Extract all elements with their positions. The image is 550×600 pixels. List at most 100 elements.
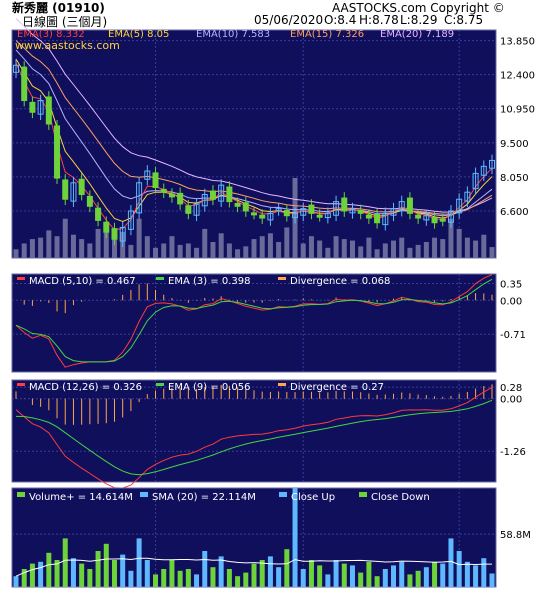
x-tick-label: 04 xyxy=(150,264,163,275)
price-volume-bar xyxy=(473,240,479,258)
price-volume-bar xyxy=(423,242,429,258)
volume-bar-down xyxy=(153,574,159,587)
volume-bar-down xyxy=(87,569,93,587)
price-volume-bar xyxy=(259,236,265,258)
price-volume-bar xyxy=(226,243,232,258)
legend-swatch xyxy=(156,277,164,280)
volume-bar-down xyxy=(243,572,249,587)
price-volume-bar xyxy=(62,218,68,258)
y-tick-label: 0.00 xyxy=(500,395,522,406)
candle-up xyxy=(423,215,430,221)
price-volume-bar xyxy=(276,242,282,258)
price-volume-bar xyxy=(153,247,159,258)
price-volume-bar xyxy=(128,244,134,258)
candle-up xyxy=(472,172,479,190)
volume-bar-up xyxy=(333,560,339,587)
volume-bar-down xyxy=(79,563,85,587)
y-tick-label: 13.850 xyxy=(500,37,535,48)
y-tick-label: 12.400 xyxy=(500,71,535,82)
volume-bar-down xyxy=(251,563,257,587)
volume-bar-up xyxy=(456,551,462,587)
volume-bar-down xyxy=(54,560,60,587)
candle-down xyxy=(185,205,192,214)
volume-bar-up xyxy=(218,556,224,587)
price-volume-bar xyxy=(349,240,355,258)
legend-item: Volume+ = 14.614M xyxy=(29,492,133,503)
volume-bar-down xyxy=(407,574,413,587)
candle-down xyxy=(168,193,175,198)
candle-down xyxy=(365,214,372,219)
price-volume-bar xyxy=(456,228,462,258)
price-volume-bar xyxy=(300,243,306,258)
candle-up xyxy=(275,208,282,212)
candle-down xyxy=(242,202,249,212)
price-volume-bar xyxy=(440,239,446,258)
volume-bar-up xyxy=(481,558,487,587)
volume-bar-up xyxy=(464,561,470,587)
candle-down xyxy=(95,207,102,221)
candle-down xyxy=(177,192,184,205)
volume-bar-down xyxy=(259,560,265,587)
volume-bar-up xyxy=(391,565,397,587)
candle-up xyxy=(464,191,471,202)
candle-down xyxy=(160,188,167,193)
volume-bar-up xyxy=(423,567,429,587)
price-volume-bar xyxy=(284,227,290,258)
high-price: H:8.78 xyxy=(359,13,399,27)
price-volume-bar xyxy=(169,236,175,258)
candle-up xyxy=(480,165,487,176)
candle-down xyxy=(78,178,85,196)
candle-down xyxy=(111,228,118,240)
price-volume-bar xyxy=(13,249,19,258)
price-volume-bar xyxy=(177,244,183,258)
open-price: O:8.4 xyxy=(324,13,356,27)
volume-bar-down xyxy=(226,569,232,587)
candle-up xyxy=(398,201,405,212)
low-price: L:8.29 xyxy=(400,13,437,27)
close-price: C:8.75 xyxy=(444,13,483,27)
volume-bar-down xyxy=(185,569,191,587)
price-volume-bar xyxy=(46,230,52,258)
volume-bar-down xyxy=(161,569,167,587)
legend-swatch xyxy=(17,383,25,386)
y-tick-label: -1.26 xyxy=(500,447,526,458)
price-volume-bar xyxy=(161,243,167,258)
y-tick-label: 58.8M xyxy=(500,530,531,541)
volume-bar-up xyxy=(300,569,306,587)
volume-bar-down xyxy=(103,543,109,587)
candle-down xyxy=(103,221,110,233)
sma-line xyxy=(15,557,492,577)
price-volume-bar xyxy=(366,237,372,258)
candle-up xyxy=(13,64,19,73)
legend-item: EMA(20) 7.189 xyxy=(380,29,454,40)
candle-down xyxy=(415,214,422,219)
macd-signal-line xyxy=(15,278,493,363)
price-volume-bar xyxy=(235,249,241,258)
x-tick-label: 06 xyxy=(453,264,466,275)
price-volume-bar xyxy=(333,236,339,258)
candle-up xyxy=(382,212,389,226)
legend-item: MACD (5,10) = 0.467 xyxy=(29,276,136,287)
candle-down xyxy=(152,172,159,188)
candle-up xyxy=(267,212,274,221)
volume-bar-down xyxy=(169,560,175,587)
volume-bar-up xyxy=(70,558,76,587)
candle-down xyxy=(308,204,315,214)
volume-bar-up xyxy=(267,556,273,587)
candle-up xyxy=(70,182,77,202)
volume-bar-down xyxy=(62,538,68,587)
y-tick-label: 0.28 xyxy=(500,383,522,394)
price-volume-bar xyxy=(70,234,76,258)
candle-down xyxy=(357,210,364,214)
volume-bar-up xyxy=(382,569,388,587)
watermark-text: www.aastocks.com xyxy=(15,39,120,52)
candle-up xyxy=(136,182,143,214)
price-volume-bar xyxy=(432,237,438,258)
candle-up xyxy=(193,203,200,216)
quote-date: 05/06/2020 xyxy=(254,13,323,27)
volume-bar-up xyxy=(448,538,454,587)
price-volume-bar xyxy=(374,249,380,258)
candle-up xyxy=(489,159,495,169)
